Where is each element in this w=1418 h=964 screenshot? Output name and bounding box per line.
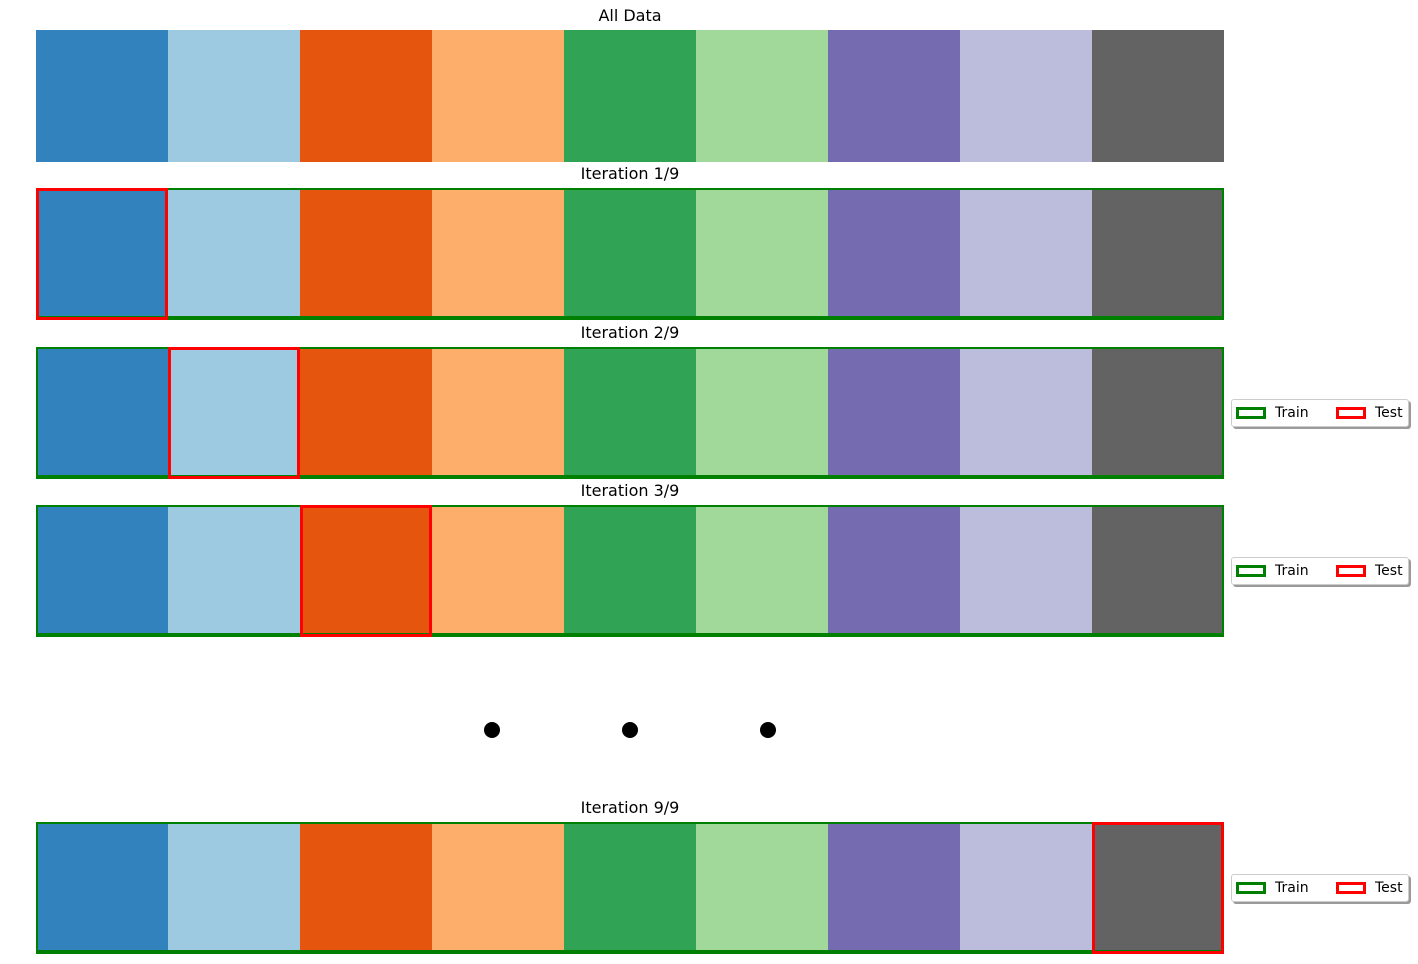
data-block (828, 188, 960, 320)
test-legend-label: Test (1375, 563, 1403, 579)
data-block (828, 822, 960, 954)
data-block (960, 505, 1092, 637)
data-block (36, 188, 168, 320)
test-legend-label: Test (1375, 405, 1403, 421)
data-block (432, 505, 564, 637)
data-block (960, 347, 1092, 479)
iteration-strip (36, 505, 1224, 637)
data-block (828, 30, 960, 162)
ellipsis-dot-icon (760, 722, 776, 738)
data-block (696, 30, 828, 162)
data-block (300, 505, 432, 637)
data-block (168, 30, 300, 162)
train-legend-label: Train (1275, 405, 1309, 421)
data-block (300, 30, 432, 162)
train-legend-label: Train (1275, 880, 1309, 896)
data-block (960, 188, 1092, 320)
data-block (564, 188, 696, 320)
data-block (432, 822, 564, 954)
iteration-strip (36, 188, 1224, 320)
train-swatch-icon (1236, 407, 1266, 419)
data-block (564, 30, 696, 162)
data-block (564, 822, 696, 954)
train-swatch-icon (1236, 882, 1266, 894)
test-swatch-icon (1336, 565, 1366, 577)
data-block (696, 188, 828, 320)
row-title: Iteration 2/9 (580, 323, 680, 342)
train-legend-label: Train (1275, 563, 1309, 579)
data-block (960, 30, 1092, 162)
data-block (564, 505, 696, 637)
data-block (828, 347, 960, 479)
data-block (36, 30, 168, 162)
data-block (36, 505, 168, 637)
data-block (432, 347, 564, 479)
data-block (1092, 347, 1224, 479)
data-block (696, 347, 828, 479)
row-title: Iteration 9/9 (580, 798, 680, 817)
ellipsis-dot-icon (484, 722, 500, 738)
iteration-strip (36, 822, 1224, 954)
data-block (36, 822, 168, 954)
row-title: Iteration 1/9 (580, 164, 680, 183)
data-block (696, 822, 828, 954)
all-data-strip (36, 30, 1224, 162)
data-block (300, 822, 432, 954)
data-block (1092, 505, 1224, 637)
data-block (300, 347, 432, 479)
train-swatch-icon (1236, 565, 1266, 577)
legend: Train Test (1231, 557, 1409, 585)
ellipsis-dot-icon (622, 722, 638, 738)
data-block (432, 188, 564, 320)
test-swatch-icon (1336, 407, 1366, 419)
data-block (564, 347, 696, 479)
data-block (300, 188, 432, 320)
iteration-strip (36, 347, 1224, 479)
data-block (1092, 30, 1224, 162)
data-block (1092, 822, 1224, 954)
data-block (828, 505, 960, 637)
data-block (168, 188, 300, 320)
data-block (696, 505, 828, 637)
data-block (960, 822, 1092, 954)
test-legend-label: Test (1375, 880, 1403, 896)
row-title: All Data (598, 6, 662, 25)
data-block (168, 347, 300, 479)
data-block (36, 347, 168, 479)
data-block (432, 30, 564, 162)
row-title: Iteration 3/9 (580, 481, 680, 500)
legend: Train Test (1231, 399, 1409, 427)
data-block (168, 505, 300, 637)
test-swatch-icon (1336, 882, 1366, 894)
legend: Train Test (1231, 874, 1409, 902)
data-block (168, 822, 300, 954)
data-block (1092, 188, 1224, 320)
